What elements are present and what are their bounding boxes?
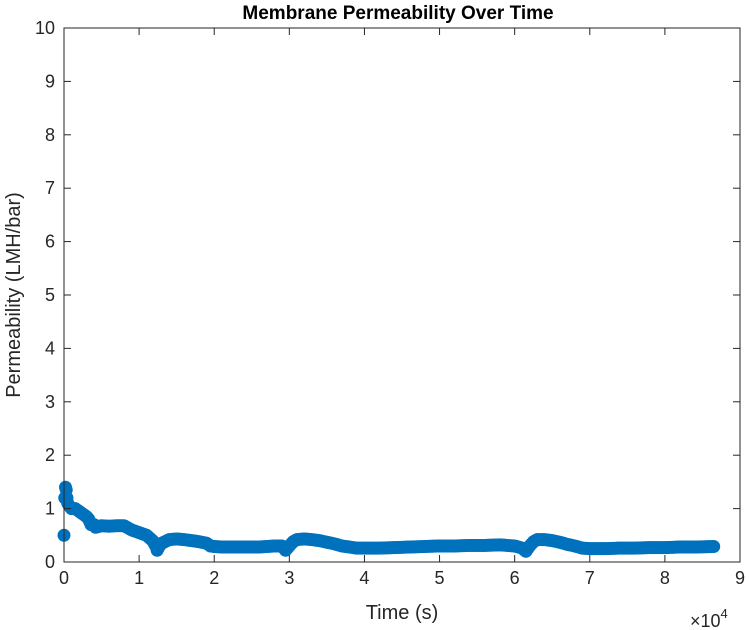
- chart-title: Membrane Permeability Over Time: [242, 3, 553, 24]
- y-tick-label: 8: [45, 125, 55, 145]
- x-tick-label: 1: [134, 568, 144, 588]
- x-tick-label: 5: [435, 568, 445, 588]
- y-tick-label: 3: [45, 392, 55, 412]
- x-exponent-power: 4: [721, 606, 728, 621]
- x-axis-label: Time (s): [366, 602, 439, 624]
- axes: [63, 27, 741, 563]
- x-exponent-base: ×10: [690, 611, 721, 630]
- x-tick-label: 3: [284, 568, 294, 588]
- data-point: [707, 540, 721, 554]
- x-tick-labels: 0 1 2 3 4 5 6 7 8 9: [59, 568, 745, 588]
- x-tick-label: 9: [735, 568, 745, 588]
- y-tick-label: 9: [45, 71, 55, 91]
- data-markers: [57, 480, 721, 558]
- x-tick-label: 8: [660, 568, 670, 588]
- x-tick-label: 0: [59, 568, 69, 588]
- x-tick-label: 6: [510, 568, 520, 588]
- y-tick-label: 1: [45, 499, 55, 519]
- x-tick-label: 2: [209, 568, 219, 588]
- y-tick-label: 7: [45, 178, 55, 198]
- y-tick-label: 10: [35, 18, 55, 38]
- y-tick-label: 0: [45, 552, 55, 572]
- x-exponent-label: ×104: [690, 606, 728, 630]
- y-tick-label: 5: [45, 285, 55, 305]
- y-axis-label: Permeability (LMH/bar): [3, 192, 25, 398]
- y-tick-label: 2: [45, 445, 55, 465]
- plot-area: [64, 28, 740, 562]
- y-tick-label: 4: [45, 338, 55, 358]
- x-tick-label: 4: [359, 568, 369, 588]
- y-tick-label: 6: [45, 232, 55, 252]
- x-tick-label: 7: [585, 568, 595, 588]
- y-tick-labels: 0 1 2 3 4 5 6 7 8 9 10: [35, 18, 55, 572]
